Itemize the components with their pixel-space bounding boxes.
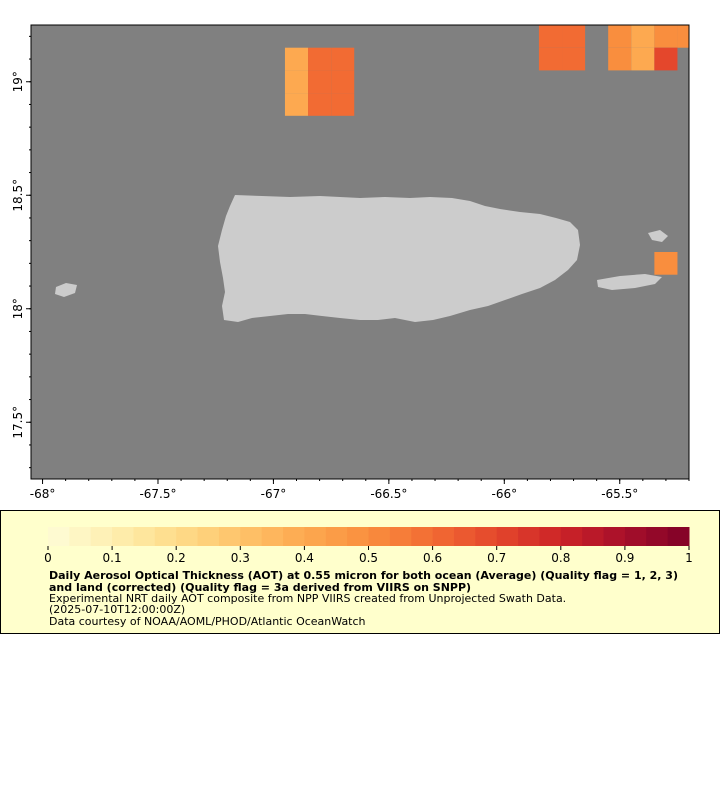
colorbar-segment [112,527,134,546]
legend-panel: 0 0.1 0.2 0.3 0.4 0.5 0.6 0.7 0.8 0.9 1 Daily Aero… [0,510,720,634]
x-tick-label: -68° [30,487,56,501]
colorbar-segment [624,527,647,546]
colorbar-segment [240,527,263,546]
colorbar-segment [518,527,540,546]
aot-cell [631,47,655,71]
colorbar-segment [133,527,156,546]
colorbar-segment [154,527,177,546]
aot-cell [538,25,563,48]
colorbar-segment [539,527,562,546]
colorbar-segment [325,527,348,546]
aot-cell [308,93,332,116]
legend-credit: Data courtesy of NOAA/AOML/PHOD/Atlantic… [49,615,366,628]
colorbar-segment [411,527,434,546]
aot-cell [654,252,678,275]
colorbar-tick-label: 0.8 [551,551,570,565]
map-svg: -68° -67.5° -67° -66.5° -66° -65.5° 19° 18.5° 18… [11,24,690,501]
legend-description: Experimental NRT daily AOT composite fro… [49,592,567,605]
aot-cells [284,25,689,275]
x-tick-label: -66.5° [370,487,407,501]
puerto-rico-landmass [218,195,580,322]
colorbar-segment [261,527,284,546]
aot-cell [284,47,309,71]
colorbar-segment [453,527,476,546]
colorbar-segment [646,527,669,546]
aot-cell [654,47,678,71]
colorbar-cells [48,527,690,546]
colorbar: 0 0.1 0.2 0.3 0.4 0.5 0.6 0.7 0.8 0.9 1 [44,527,693,565]
aot-cell [284,70,309,94]
legend-timestamp: (2025-07-10T12:00:00Z) [49,603,186,616]
y-tick-label: 17.5° [11,406,25,439]
colorbar-segment [176,527,199,546]
vieques-island [597,274,662,290]
aot-cell [284,93,309,116]
aot-cell [331,47,355,71]
mona-island [55,283,77,297]
aot-cell [538,47,563,71]
colorbar-tick-label: 0.1 [103,551,122,565]
colorbar-segment [69,527,92,546]
colorbar-tick-label: 0.9 [615,551,634,565]
colorbar-segment [218,527,241,546]
y-tick-label: 18.5° [11,179,25,212]
colorbar-segment [90,527,113,546]
aot-cell [562,47,586,71]
colorbar-segment [475,527,498,546]
culebra-island [648,230,668,242]
x-tick-label: -66° [491,487,517,501]
colorbar-tick-label: 0.6 [423,551,442,565]
colorbar-ticks: 0 0.1 0.2 0.3 0.4 0.5 0.6 0.7 0.8 0.9 1 [44,546,693,565]
aot-cell [308,47,332,71]
colorbar-tick-label: 0 [44,551,52,565]
aot-cell [331,70,355,94]
x-tick-label: -67° [261,487,287,501]
aot-cell [308,70,332,94]
colorbar-segment [603,527,626,546]
aot-cell [562,25,586,48]
colorbar-segment [432,527,455,546]
x-tick-label: -67.5° [139,487,176,501]
y-tick-label: 19° [11,71,25,92]
colorbar-segment [667,527,690,546]
colorbar-tick-label: 0.5 [359,551,378,565]
colorbar-segment [347,527,369,546]
colorbar-segment [389,527,412,546]
colorbar-tick-label: 0.4 [295,551,314,565]
aot-cell [654,25,678,48]
colorbar-tick-label: 0.7 [487,551,506,565]
aot-cell [608,47,632,71]
aot-map: -68° -67.5° -67° -66.5° -66° -65.5° 19° 18.5° 18… [11,24,690,501]
colorbar-segment [368,527,391,546]
axis-ticks: -68° -67.5° -67° -66.5° -66° -65.5° 19° 18.5° 18… [11,35,690,501]
map-frame [30,24,690,480]
aot-cell [677,25,689,48]
colorbar-segment [560,527,583,546]
colorbar-segment [304,527,327,546]
colorbar-tick-label: 0.3 [231,551,250,565]
colorbar-segment [283,527,305,546]
colorbar-tick-label: 0.2 [167,551,186,565]
colorbar-segment [197,527,220,546]
legend-title: Daily Aerosol Optical Thickness (AOT) at… [49,569,678,594]
y-tick-label: 18° [11,298,25,319]
aot-cell [608,25,632,48]
aot-cell [631,25,655,48]
colorbar-segment [582,527,605,546]
colorbar-segment [48,527,70,546]
colorbar-segment [496,527,519,546]
aot-cell [331,93,355,116]
colorbar-tick-label: 1 [685,551,693,565]
x-tick-label: -65.5° [601,487,638,501]
